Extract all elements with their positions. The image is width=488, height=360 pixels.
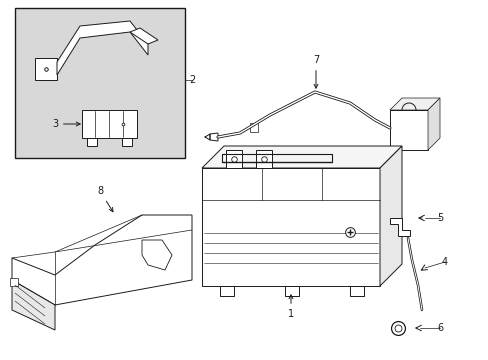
Bar bbox=[35, 58, 57, 80]
Text: 1: 1 bbox=[287, 295, 293, 319]
Bar bbox=[225, 150, 242, 168]
Bar bbox=[82, 110, 137, 138]
Polygon shape bbox=[427, 98, 439, 150]
Text: 6: 6 bbox=[436, 323, 442, 333]
Polygon shape bbox=[249, 123, 258, 132]
Text: 7: 7 bbox=[312, 55, 319, 88]
Bar bbox=[349, 286, 363, 296]
Bar bbox=[220, 286, 234, 296]
Text: 4: 4 bbox=[441, 257, 447, 267]
Bar bbox=[15, 8, 184, 158]
Text: 3: 3 bbox=[52, 119, 80, 129]
Bar bbox=[87, 138, 97, 146]
Polygon shape bbox=[130, 28, 158, 44]
Bar bbox=[10, 278, 18, 286]
Polygon shape bbox=[379, 146, 401, 286]
Bar bbox=[122, 138, 132, 146]
Bar bbox=[256, 150, 271, 168]
Polygon shape bbox=[389, 98, 439, 110]
Polygon shape bbox=[202, 146, 401, 168]
Bar bbox=[389, 110, 427, 150]
Polygon shape bbox=[209, 133, 218, 141]
Text: 5: 5 bbox=[436, 213, 442, 223]
Text: 8: 8 bbox=[97, 186, 113, 212]
Bar bbox=[202, 168, 379, 286]
Polygon shape bbox=[389, 218, 409, 236]
Polygon shape bbox=[57, 21, 148, 75]
Text: 2: 2 bbox=[188, 75, 195, 85]
Polygon shape bbox=[142, 240, 172, 270]
Polygon shape bbox=[12, 280, 55, 330]
Bar bbox=[285, 286, 298, 296]
Polygon shape bbox=[12, 215, 192, 305]
